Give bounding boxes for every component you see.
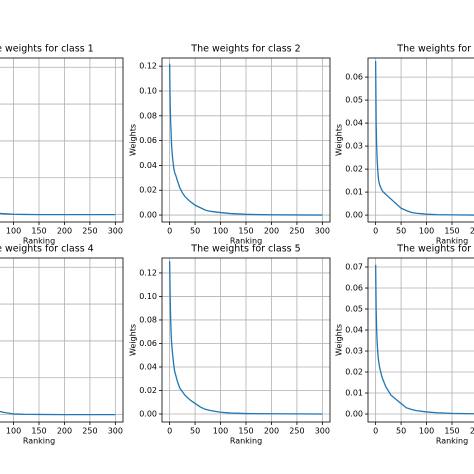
x-tick-label: 200: [264, 227, 279, 236]
plot-frame: [367, 57, 474, 223]
y-tick-label: 0.05: [345, 305, 363, 314]
y-tick-label: 0.03: [345, 347, 363, 356]
x-tick-label: 200: [57, 227, 72, 236]
y-axis-label: Weights: [335, 124, 344, 156]
x-tick-label: 300: [108, 427, 123, 436]
y-tick-label: 0.00: [345, 211, 363, 220]
y-tick-label: 0.02: [345, 165, 363, 174]
x-tick-label: 150: [31, 227, 46, 236]
data-line: [374, 60, 474, 216]
x-tick-label: 0: [373, 427, 378, 436]
chart-title: The weights for class 1: [0, 44, 94, 55]
x-tick-label: 300: [315, 427, 330, 436]
x-axis-label: Ranking: [436, 237, 468, 246]
y-tick-label: 0.05: [345, 96, 363, 105]
y-tick-label: 0.08: [139, 111, 157, 120]
y-tick-label: 0.10: [139, 292, 157, 301]
x-tick-label: 50: [396, 427, 406, 436]
y-tick-label: 0.02: [139, 386, 157, 395]
y-tick-label: 0.00: [345, 410, 363, 419]
y-axis-label: Weights: [335, 324, 344, 356]
y-tick-label: 0.07: [345, 263, 363, 272]
x-tick-label: 250: [82, 427, 97, 436]
y-tick-label: 0.08: [139, 315, 157, 324]
y-tick-label: 0.04: [345, 119, 363, 128]
y-tick-label: 0.01: [345, 389, 363, 398]
chart-title: The weights for class 2: [190, 44, 300, 55]
chart-title: The weights for class 4: [0, 244, 94, 255]
y-tick-label: 0.02: [139, 186, 157, 195]
x-axis-label: Ranking: [23, 237, 55, 246]
y-tick-label: 0.06: [345, 284, 363, 293]
plot-frame: [0, 257, 124, 423]
plot-frame: [0, 57, 124, 223]
plot-frame: [161, 57, 331, 223]
x-tick-label: 50: [190, 227, 200, 236]
y-tick-label: 0.04: [345, 326, 363, 335]
x-tick-label: 150: [444, 427, 459, 436]
x-axis-label: Ranking: [230, 237, 262, 246]
x-tick-label: 200: [264, 427, 279, 436]
x-tick-label: 100: [419, 227, 434, 236]
x-tick-label: 100: [213, 427, 228, 436]
x-tick-label: 0: [373, 227, 378, 236]
x-tick-label: 200: [470, 427, 474, 436]
y-tick-label: 0.01: [345, 188, 363, 197]
plot-frame: [367, 257, 474, 423]
x-axis-label: Ranking: [230, 437, 262, 446]
y-tick-label: 0.06: [139, 136, 157, 145]
x-tick-label: 0: [167, 227, 172, 236]
chart-title: The weights for class 3: [396, 44, 474, 55]
y-tick-label: 0.00: [139, 211, 157, 220]
x-tick-label: 100: [419, 427, 434, 436]
x-tick-label: 200: [470, 227, 474, 236]
plot-frame: [161, 257, 331, 423]
y-tick-label: 0.02: [345, 368, 363, 377]
x-tick-label: 250: [82, 227, 97, 236]
x-tick-label: 0: [167, 427, 172, 436]
data-line: [374, 264, 474, 415]
x-tick-label: 50: [396, 227, 406, 236]
y-tick-label: 0.12: [139, 62, 157, 71]
y-tick-label: 0.04: [139, 362, 157, 371]
y-tick-label: 0.06: [139, 339, 157, 348]
y-axis-label: Weights: [129, 324, 138, 356]
chart-title: The weights for class 6: [396, 244, 474, 255]
y-tick-label: 0.06: [345, 73, 363, 82]
data-line: [168, 261, 323, 415]
data-line: [0, 410, 116, 416]
y-tick-label: 0.10: [139, 86, 157, 95]
y-tick-label: 0.12: [139, 268, 157, 277]
x-tick-label: 300: [315, 227, 330, 236]
x-tick-label: 150: [238, 227, 253, 236]
y-tick-label: 0.03: [345, 142, 363, 151]
x-axis-label: Ranking: [23, 437, 55, 446]
x-tick-label: 250: [289, 427, 304, 436]
x-tick-label: 100: [6, 227, 21, 236]
x-tick-label: 100: [213, 227, 228, 236]
y-tick-label: 0.00: [139, 410, 157, 419]
x-axis-label: Ranking: [436, 437, 468, 446]
data-line: [168, 63, 323, 216]
y-axis-label: Weights: [129, 124, 138, 156]
chart-title: The weights for class 5: [190, 244, 300, 255]
x-tick-label: 50: [190, 427, 200, 436]
x-tick-label: 150: [238, 427, 253, 436]
x-tick-label: 150: [31, 427, 46, 436]
x-tick-label: 200: [57, 427, 72, 436]
data-line: [0, 212, 116, 216]
y-tick-label: 0.04: [139, 161, 157, 170]
x-tick-label: 300: [108, 227, 123, 236]
x-tick-label: 150: [444, 227, 459, 236]
x-tick-label: 100: [6, 427, 21, 436]
x-tick-label: 250: [289, 227, 304, 236]
